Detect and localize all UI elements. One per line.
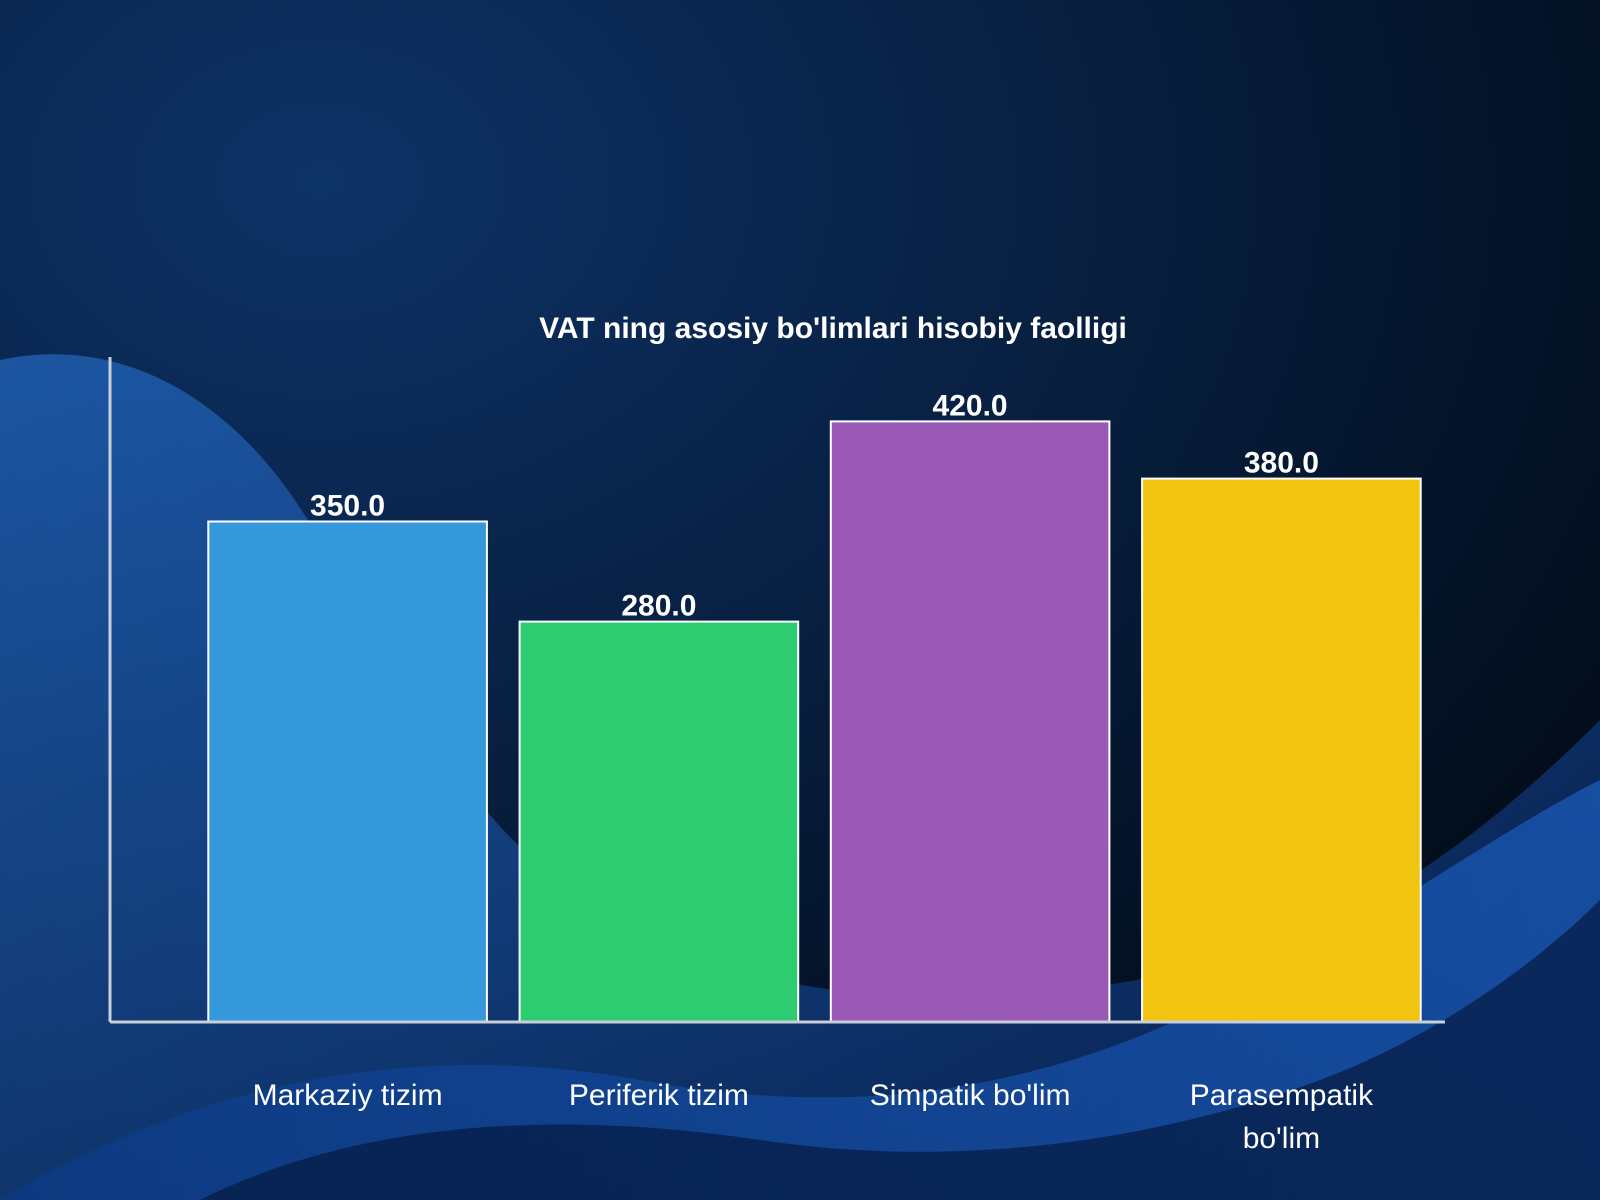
x-tick-label-1: Markaziy tizim — [253, 1079, 443, 1112]
background-wave-bottom — [0, 780, 1600, 1200]
bar-4 — [1141, 477, 1422, 1024]
x-tick-label-line: bo'lim — [1243, 1122, 1320, 1155]
x-tick-label-line: Parasempatik — [1190, 1079, 1374, 1112]
x-tick-label-4: Parasempatik bo'lim — [1190, 1079, 1374, 1155]
x-tick-label-line: Markaziy tizim — [253, 1079, 443, 1112]
bar-3 — [829, 420, 1111, 1023]
bar-1 — [207, 520, 488, 1023]
data-labels: 350.0 280.0 420.0 380.0 — [310, 389, 1319, 622]
data-label-4: 380.0 — [1244, 447, 1319, 480]
x-tick-label-2: Periferik tizim — [569, 1079, 749, 1112]
x-tick-label-line: Periferik tizim — [569, 1079, 749, 1112]
x-axis-tick-labels: Markaziy tizim Periferik tizim Simpatik bo… — [253, 1079, 1375, 1155]
background-wave-highlight — [200, 900, 1600, 1200]
chart-title: VAT ning asosiy bo'limlari hisobiy faoll… — [539, 312, 1127, 345]
bar-2 — [518, 620, 800, 1023]
data-label-3: 420.0 — [933, 389, 1008, 422]
x-tick-label-line: Simpatik bo'lim — [870, 1079, 1071, 1112]
bar-series — [207, 420, 1422, 1024]
x-tick-label-3: Simpatik bo'lim — [870, 1079, 1071, 1112]
data-label-2: 280.0 — [621, 590, 696, 623]
data-label-1: 350.0 — [310, 490, 385, 523]
